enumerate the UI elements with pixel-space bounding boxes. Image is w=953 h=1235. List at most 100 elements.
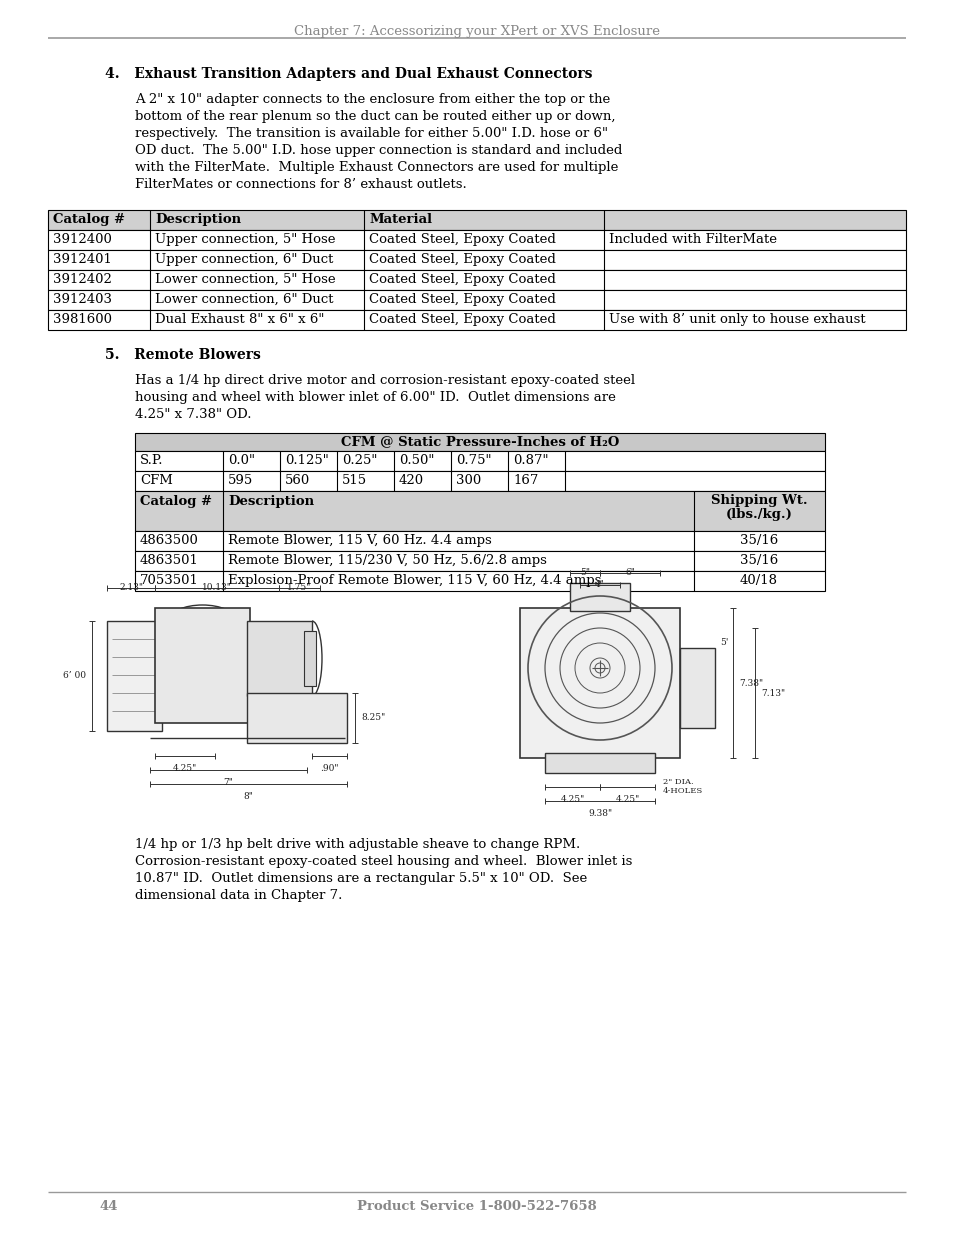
Bar	[679, 648, 714, 727]
Text: 7.38": 7.38"	[739, 678, 762, 688]
Text: 1/4 hp or 1/3 hp belt drive with adjustable sheave to change RPM.: 1/4 hp or 1/3 hp belt drive with adjusta…	[135, 839, 579, 851]
Text: 4.   Exhaust Transition Adapters and Dual Exhaust Connectors: 4. Exhaust Transition Adapters and Dual …	[105, 67, 592, 82]
Text: 1.75": 1.75"	[287, 583, 312, 592]
Text: 9.38": 9.38"	[587, 809, 612, 818]
Text: 10.87" ID.  Outlet dimensions are a rectangular 5.5" x 10" OD.  See: 10.87" ID. Outlet dimensions are a recta…	[135, 872, 587, 885]
Bar	[107, 621, 162, 731]
Text: OD duct.  The 5.00" I.D. hose upper connection is standard and included: OD duct. The 5.00" I.D. hose upper conne…	[135, 144, 621, 157]
Text: CFM: CFM	[140, 474, 172, 487]
Bar	[135, 551, 824, 571]
Bar	[48, 310, 905, 330]
Bar	[135, 451, 824, 471]
Text: 4.25": 4.25"	[172, 764, 197, 773]
Text: 35/16: 35/16	[740, 555, 778, 567]
Text: Coated Steel, Epoxy Coated: Coated Steel, Epoxy Coated	[369, 233, 556, 246]
Text: 167: 167	[513, 474, 537, 487]
Text: 0.125": 0.125"	[285, 454, 329, 467]
Text: Material: Material	[369, 212, 432, 226]
Text: Catalog #: Catalog #	[140, 494, 212, 508]
Text: 3981600: 3981600	[53, 312, 112, 326]
Text: 7": 7"	[223, 778, 233, 787]
Text: Catalog #: Catalog #	[53, 212, 125, 226]
Text: A 2" x 10" adapter connects to the enclosure from either the top or the: A 2" x 10" adapter connects to the enclo…	[135, 93, 610, 106]
Text: Remote Blower, 115/230 V, 50 Hz, 5.6/2.8 amps: Remote Blower, 115/230 V, 50 Hz, 5.6/2.8…	[228, 555, 546, 567]
Text: 3912402: 3912402	[53, 273, 112, 287]
Text: 8": 8"	[243, 792, 253, 802]
Text: 5': 5'	[720, 638, 727, 647]
Text: (lbs./kg.): (lbs./kg.)	[725, 508, 792, 521]
Text: Use with 8’ unit only to house exhaust: Use with 8’ unit only to house exhaust	[608, 312, 864, 326]
Text: Coated Steel, Epoxy Coated: Coated Steel, Epoxy Coated	[369, 312, 556, 326]
Text: 420: 420	[398, 474, 424, 487]
Bar	[48, 290, 905, 310]
Text: Lower connection, 6" Duct: Lower connection, 6" Duct	[154, 293, 334, 306]
Text: Upper connection, 6" Duct: Upper connection, 6" Duct	[154, 253, 333, 266]
Bar	[569, 583, 629, 611]
Text: 5.   Remote Blowers: 5. Remote Blowers	[105, 348, 260, 362]
Text: housing and wheel with blower inlet of 6.00" ID.  Outlet dimensions are: housing and wheel with blower inlet of 6…	[135, 391, 616, 404]
Text: Corrosion-resistant epoxy-coated steel housing and wheel.  Blower inlet is: Corrosion-resistant epoxy-coated steel h…	[135, 855, 632, 868]
Text: S.P.: S.P.	[140, 454, 163, 467]
Text: bottom of the rear plenum so the duct can be routed either up or down,: bottom of the rear plenum so the duct ca…	[135, 110, 615, 124]
Text: 4.25": 4.25"	[559, 795, 584, 804]
Text: respectively.  The transition is available for either 5.00" I.D. hose or 6": respectively. The transition is availabl…	[135, 127, 607, 140]
Bar	[48, 270, 905, 290]
Text: Coated Steel, Epoxy Coated: Coated Steel, Epoxy Coated	[369, 273, 556, 287]
Bar	[247, 621, 312, 697]
Text: Explosion-Proof Remote Blower, 115 V, 60 Hz, 4.4 amps: Explosion-Proof Remote Blower, 115 V, 60…	[228, 574, 600, 587]
Text: dimensional data in Chapter 7.: dimensional data in Chapter 7.	[135, 889, 342, 902]
Bar	[304, 631, 315, 685]
Text: 35/16: 35/16	[740, 534, 778, 547]
Text: Shipping Wt.: Shipping Wt.	[710, 494, 806, 508]
Text: 8.25": 8.25"	[360, 714, 385, 722]
Text: Included with FilterMate: Included with FilterMate	[608, 233, 776, 246]
Text: 7.13": 7.13"	[760, 688, 784, 698]
Text: 0.0": 0.0"	[228, 454, 254, 467]
Text: 10.13": 10.13"	[202, 583, 232, 592]
Text: 40/18: 40/18	[740, 574, 778, 587]
Text: 0.87": 0.87"	[513, 454, 548, 467]
Text: 4.25" x 7.38" OD.: 4.25" x 7.38" OD.	[135, 408, 252, 421]
Text: 2" DIA.
4-HOLES: 2" DIA. 4-HOLES	[662, 778, 702, 795]
Text: Upper connection, 5" Hose: Upper connection, 5" Hose	[154, 233, 335, 246]
Text: 3912401: 3912401	[53, 253, 112, 266]
Text: 0.25": 0.25"	[341, 454, 377, 467]
Text: with the FilterMate.  Multiple Exhaust Connectors are used for multiple: with the FilterMate. Multiple Exhaust Co…	[135, 161, 618, 174]
Text: Product Service 1-800-522-7658: Product Service 1-800-522-7658	[356, 1200, 597, 1213]
Text: .90": .90"	[320, 764, 338, 773]
Text: Coated Steel, Epoxy Coated: Coated Steel, Epoxy Coated	[369, 293, 556, 306]
Text: 560: 560	[285, 474, 310, 487]
Bar	[519, 608, 679, 758]
Text: 4863500: 4863500	[140, 534, 198, 547]
Bar	[135, 492, 824, 531]
Text: Coated Steel, Epoxy Coated: Coated Steel, Epoxy Coated	[369, 253, 556, 266]
Text: 6’ 00: 6’ 00	[63, 672, 86, 680]
Bar	[135, 571, 824, 592]
Text: Has a 1/4 hp direct drive motor and corrosion-resistant epoxy-coated steel: Has a 1/4 hp direct drive motor and corr…	[135, 374, 635, 387]
Text: Chapter 7: Accessorizing your XPert or XVS Enclosure: Chapter 7: Accessorizing your XPert or X…	[294, 25, 659, 38]
Text: 5": 5"	[579, 568, 589, 577]
Text: 300: 300	[456, 474, 480, 487]
Text: 4": 4"	[595, 580, 604, 589]
Text: 515: 515	[341, 474, 367, 487]
Bar	[135, 471, 824, 492]
Text: 3912403: 3912403	[53, 293, 112, 306]
Text: Description: Description	[228, 494, 314, 508]
Text: 4.25": 4.25"	[615, 795, 639, 804]
Text: Dual Exhaust 8" x 6" x 6": Dual Exhaust 8" x 6" x 6"	[154, 312, 324, 326]
Text: Remote Blower, 115 V, 60 Hz. 4.4 amps: Remote Blower, 115 V, 60 Hz. 4.4 amps	[228, 534, 491, 547]
Text: 0.75": 0.75"	[456, 454, 491, 467]
Bar	[154, 608, 250, 722]
Bar	[48, 210, 905, 230]
Bar	[135, 433, 824, 451]
Bar	[48, 230, 905, 249]
Text: 7053501: 7053501	[140, 574, 198, 587]
Text: Lower connection, 5" Hose: Lower connection, 5" Hose	[154, 273, 335, 287]
Bar	[48, 249, 905, 270]
Bar	[135, 531, 824, 551]
Text: 6": 6"	[624, 568, 635, 577]
Bar	[247, 693, 347, 743]
Text: FilterMates or connections for 8’ exhaust outlets.: FilterMates or connections for 8’ exhaus…	[135, 178, 466, 191]
Text: 0.50": 0.50"	[398, 454, 434, 467]
Text: 2.13": 2.13"	[119, 583, 143, 592]
